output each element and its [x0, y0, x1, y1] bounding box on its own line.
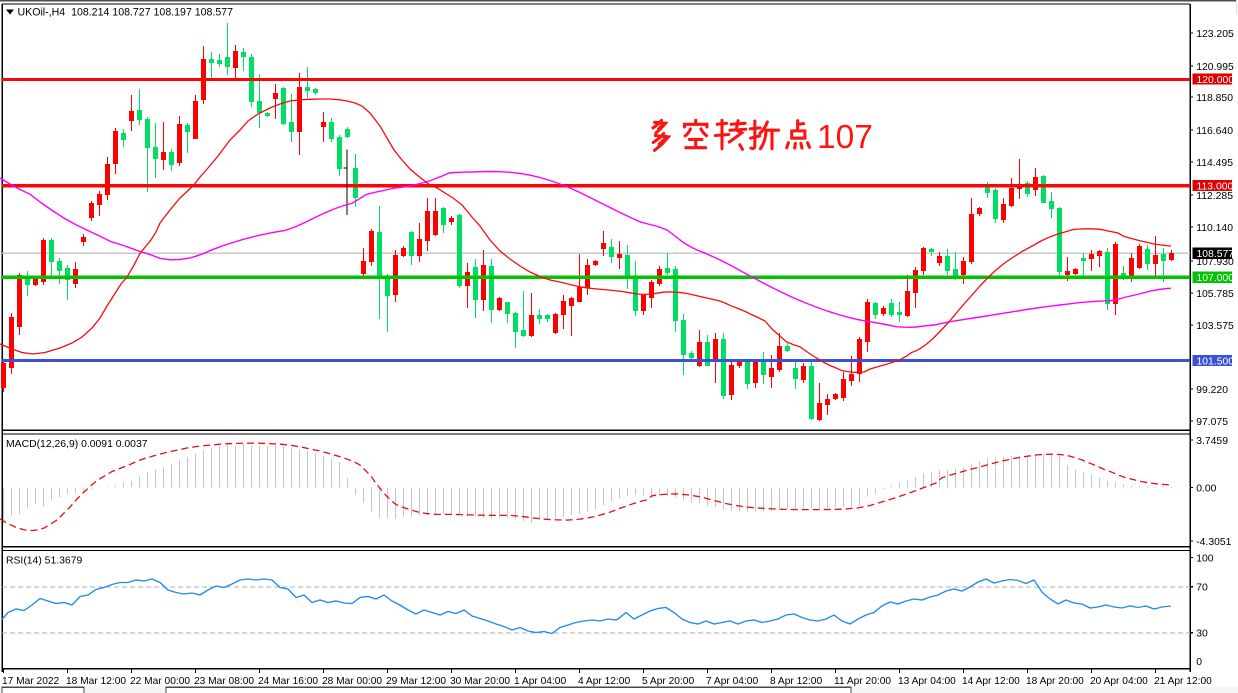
svg-text:107: 107 — [817, 119, 873, 156]
svg-text:107.930: 107.930 — [1196, 257, 1234, 268]
svg-text:120.995: 120.995 — [1196, 62, 1234, 73]
svg-text:99.220: 99.220 — [1196, 385, 1228, 396]
svg-text:21 Apr 12:00: 21 Apr 12:00 — [1154, 676, 1212, 687]
svg-text:108.577: 108.577 — [1197, 249, 1235, 260]
svg-text:118.850: 118.850 — [1196, 93, 1233, 104]
svg-text:7 Apr 04:00: 7 Apr 04:00 — [706, 676, 758, 687]
svg-text:30: 30 — [1196, 629, 1208, 640]
svg-text:116.640: 116.640 — [1196, 126, 1233, 137]
svg-text:97.075: 97.075 — [1196, 417, 1228, 428]
svg-text:105.785: 105.785 — [1196, 289, 1234, 300]
svg-text:112.285: 112.285 — [1196, 191, 1233, 202]
svg-text:8 Apr 12:00: 8 Apr 12:00 — [770, 676, 822, 687]
svg-text:1 Apr 04:00: 1 Apr 04:00 — [514, 676, 566, 687]
svg-text:29 Mar 12:00: 29 Mar 12:00 — [386, 676, 446, 687]
svg-text:123.205: 123.205 — [1196, 29, 1234, 40]
svg-text:14 Apr 12:00: 14 Apr 12:00 — [962, 676, 1020, 687]
svg-text:5 Apr 20:00: 5 Apr 20:00 — [642, 676, 694, 687]
svg-text:RSI(14) 51.3679: RSI(14) 51.3679 — [6, 556, 82, 567]
svg-text:18 Mar 12:00: 18 Mar 12:00 — [66, 676, 126, 687]
svg-text:70: 70 — [1196, 583, 1208, 594]
svg-text:18 Apr 20:00: 18 Apr 20:00 — [1026, 676, 1084, 687]
svg-text:120.000: 120.000 — [1197, 75, 1235, 86]
svg-text:MACD(12,26,9) 0.0091 0.0037: MACD(12,26,9) 0.0091 0.0037 — [6, 439, 148, 450]
svg-text:-4.3051: -4.3051 — [1196, 537, 1231, 548]
svg-text:30 Mar 20:00: 30 Mar 20:00 — [450, 676, 510, 687]
svg-text:113.000: 113.000 — [1197, 182, 1234, 193]
svg-text:28 Mar 00:00: 28 Mar 00:00 — [322, 676, 382, 687]
svg-text:24 Mar 16:00: 24 Mar 16:00 — [258, 676, 318, 687]
svg-text:13 Apr 04:00: 13 Apr 04:00 — [898, 676, 956, 687]
svg-text:107.000: 107.000 — [1197, 273, 1235, 284]
svg-text:100: 100 — [1196, 553, 1214, 564]
svg-text:0.00: 0.00 — [1196, 483, 1216, 494]
svg-text:11 Apr 20:00: 11 Apr 20:00 — [834, 676, 891, 687]
svg-text:UKOil-,H4 108.214 108.727 108: UKOil-,H4 108.214 108.727 108.197 108.57… — [18, 6, 234, 18]
svg-text:114.495: 114.495 — [1196, 158, 1233, 169]
svg-text:110.140: 110.140 — [1196, 223, 1233, 234]
svg-text:17 Mar 2022: 17 Mar 2022 — [2, 676, 60, 687]
svg-text:103.575: 103.575 — [1196, 321, 1234, 332]
svg-text:22 Mar 00:00: 22 Mar 00:00 — [130, 676, 190, 687]
svg-text:4 Apr 12:00: 4 Apr 12:00 — [578, 676, 630, 687]
svg-text:101.500: 101.500 — [1197, 357, 1235, 368]
svg-text:0: 0 — [1196, 657, 1202, 668]
svg-text:20 Apr 04:00: 20 Apr 04:00 — [1090, 676, 1148, 687]
svg-text:3.7459: 3.7459 — [1196, 436, 1228, 447]
svg-text:23 Mar 08:00: 23 Mar 08:00 — [194, 676, 254, 687]
